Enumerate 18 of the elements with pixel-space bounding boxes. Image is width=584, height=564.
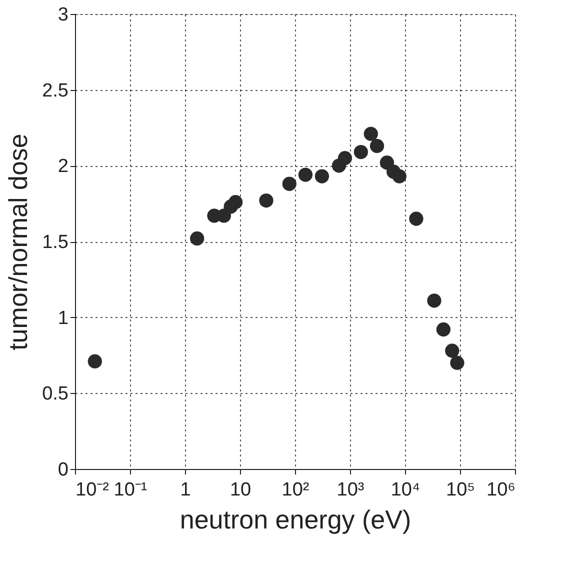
y-tick-label: 2.5 bbox=[42, 80, 68, 102]
x-axis-title: neutron energy (eV) bbox=[180, 504, 412, 534]
x-tick-label: 1 bbox=[180, 480, 191, 500]
y-tick-label: 1.5 bbox=[42, 232, 68, 253]
y-tick-label: 0.5 bbox=[42, 384, 68, 405]
y-tick-label: 2 bbox=[58, 156, 68, 178]
y-tick-label: 1 bbox=[58, 308, 68, 329]
x-tick-label: 10² bbox=[282, 480, 310, 500]
x-tick-label: 10³ bbox=[336, 480, 364, 500]
y-tick-label: 3 bbox=[58, 4, 68, 26]
x-tick-label: 10 bbox=[230, 480, 252, 500]
x-tick-label: 10⁵ bbox=[446, 480, 476, 500]
x-tick-label: 10⁻² bbox=[76, 480, 109, 500]
x-tick-label: 10⁴ bbox=[390, 480, 420, 500]
y-tick-label: 0 bbox=[58, 460, 68, 480]
x-tick-label: 10⁶ bbox=[486, 480, 516, 500]
x-tick-label: 10⁻¹ bbox=[114, 480, 148, 500]
y-axis-title: tumor/normal dose bbox=[3, 134, 34, 350]
